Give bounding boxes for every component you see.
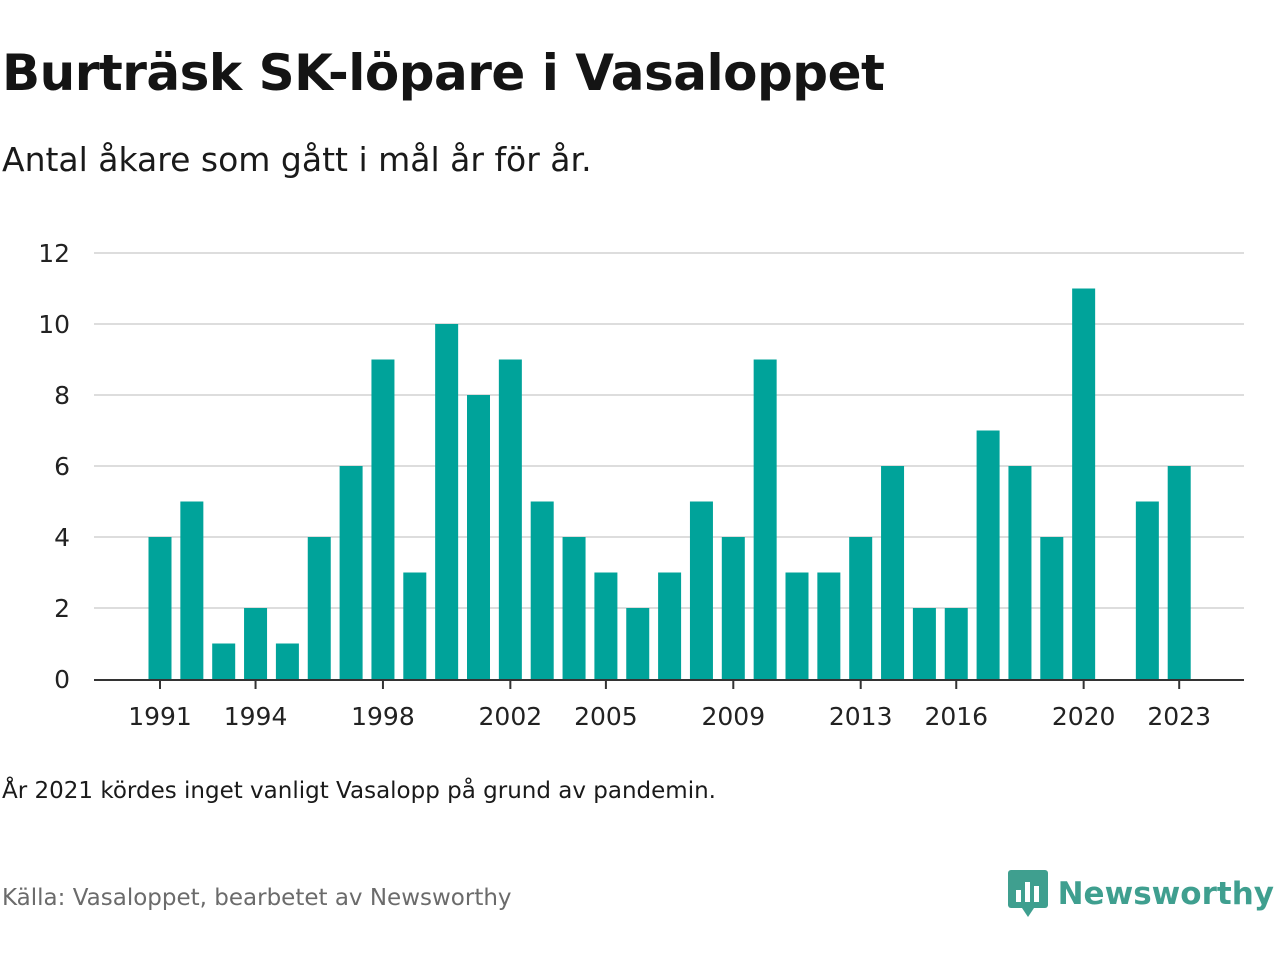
bar-2019 — [1040, 537, 1064, 679]
x-tick-label: 1998 — [351, 702, 415, 731]
bars — [148, 288, 1191, 679]
bar-2015 — [912, 608, 936, 679]
bar-2005 — [594, 572, 618, 679]
y-axis-ticks: 0 2 4 6 8 10 12 — [38, 239, 70, 694]
x-tick-label: 2023 — [1147, 702, 1211, 731]
y-tick-label: 10 — [38, 310, 70, 339]
bar-2006 — [626, 608, 650, 679]
y-tick-label: 8 — [54, 381, 70, 410]
bar-2003 — [530, 501, 554, 679]
bar-1992 — [180, 501, 204, 679]
x-tick-label: 1991 — [128, 702, 192, 731]
y-tick-label: 0 — [54, 665, 70, 694]
bar-2020 — [1072, 288, 1096, 679]
chart-subtitle: Antal åkare som gått i mål år för år. — [2, 140, 592, 179]
bar-2011 — [785, 572, 809, 679]
chart-title: Burträsk SK-löpare i Vasaloppet — [2, 44, 885, 102]
bar-2010 — [753, 359, 777, 679]
bar-2004 — [562, 537, 586, 679]
bar-1991 — [148, 537, 172, 679]
bar-1998 — [371, 359, 395, 679]
x-tick-label: 2020 — [1052, 702, 1116, 731]
chart-note: År 2021 kördes inget vanligt Vasalopp på… — [2, 778, 716, 804]
brand-name: Newsworthy — [1057, 876, 1274, 912]
x-tick-label: 2016 — [924, 702, 988, 731]
x-tick-label: 2009 — [701, 702, 765, 731]
y-tick-label: 6 — [54, 452, 70, 481]
bar-1995 — [275, 643, 299, 679]
y-tick-label: 2 — [54, 594, 70, 623]
x-axis-ticks: 1991 1994 1998 2002 2005 2009 2013 2016 2020 2023 — [128, 680, 1211, 731]
gridlines — [94, 252, 1244, 609]
brand-logo: Newsworthy — [1007, 870, 1274, 918]
bar-2017 — [976, 430, 1000, 679]
bar-1994 — [244, 608, 268, 679]
bar-2018 — [1008, 466, 1032, 679]
bar-1999 — [403, 572, 427, 679]
bar-2008 — [689, 501, 713, 679]
bar-2016 — [944, 608, 968, 679]
bar-2023 — [1167, 466, 1191, 679]
y-tick-label: 12 — [38, 239, 70, 268]
bar-2002 — [498, 359, 522, 679]
bar-chart: 0 2 4 6 8 10 12 1991 1994 1998 2002 2005 2009 2013 20… — [38, 239, 1244, 731]
bar-2000 — [435, 324, 459, 679]
bar-2001 — [467, 395, 490, 679]
bar-2007 — [658, 572, 682, 679]
bar-2013 — [849, 537, 873, 679]
x-tick-label: 2013 — [829, 702, 893, 731]
y-tick-label: 4 — [54, 523, 70, 552]
source-credit: Källa: Vasaloppet, bearbetet av Newswort… — [2, 885, 512, 911]
bar-1993 — [212, 643, 236, 679]
bar-2009 — [721, 537, 745, 679]
bar-2022 — [1135, 501, 1159, 679]
x-tick-label: 1994 — [224, 702, 288, 731]
bar-2014 — [881, 466, 905, 679]
newsworthy-logo-icon — [1007, 870, 1048, 917]
x-tick-label: 2002 — [479, 702, 543, 731]
bar-1997 — [339, 466, 363, 679]
bar-1996 — [307, 537, 331, 679]
x-tick-label: 2005 — [574, 702, 638, 731]
bar-2012 — [817, 572, 841, 679]
